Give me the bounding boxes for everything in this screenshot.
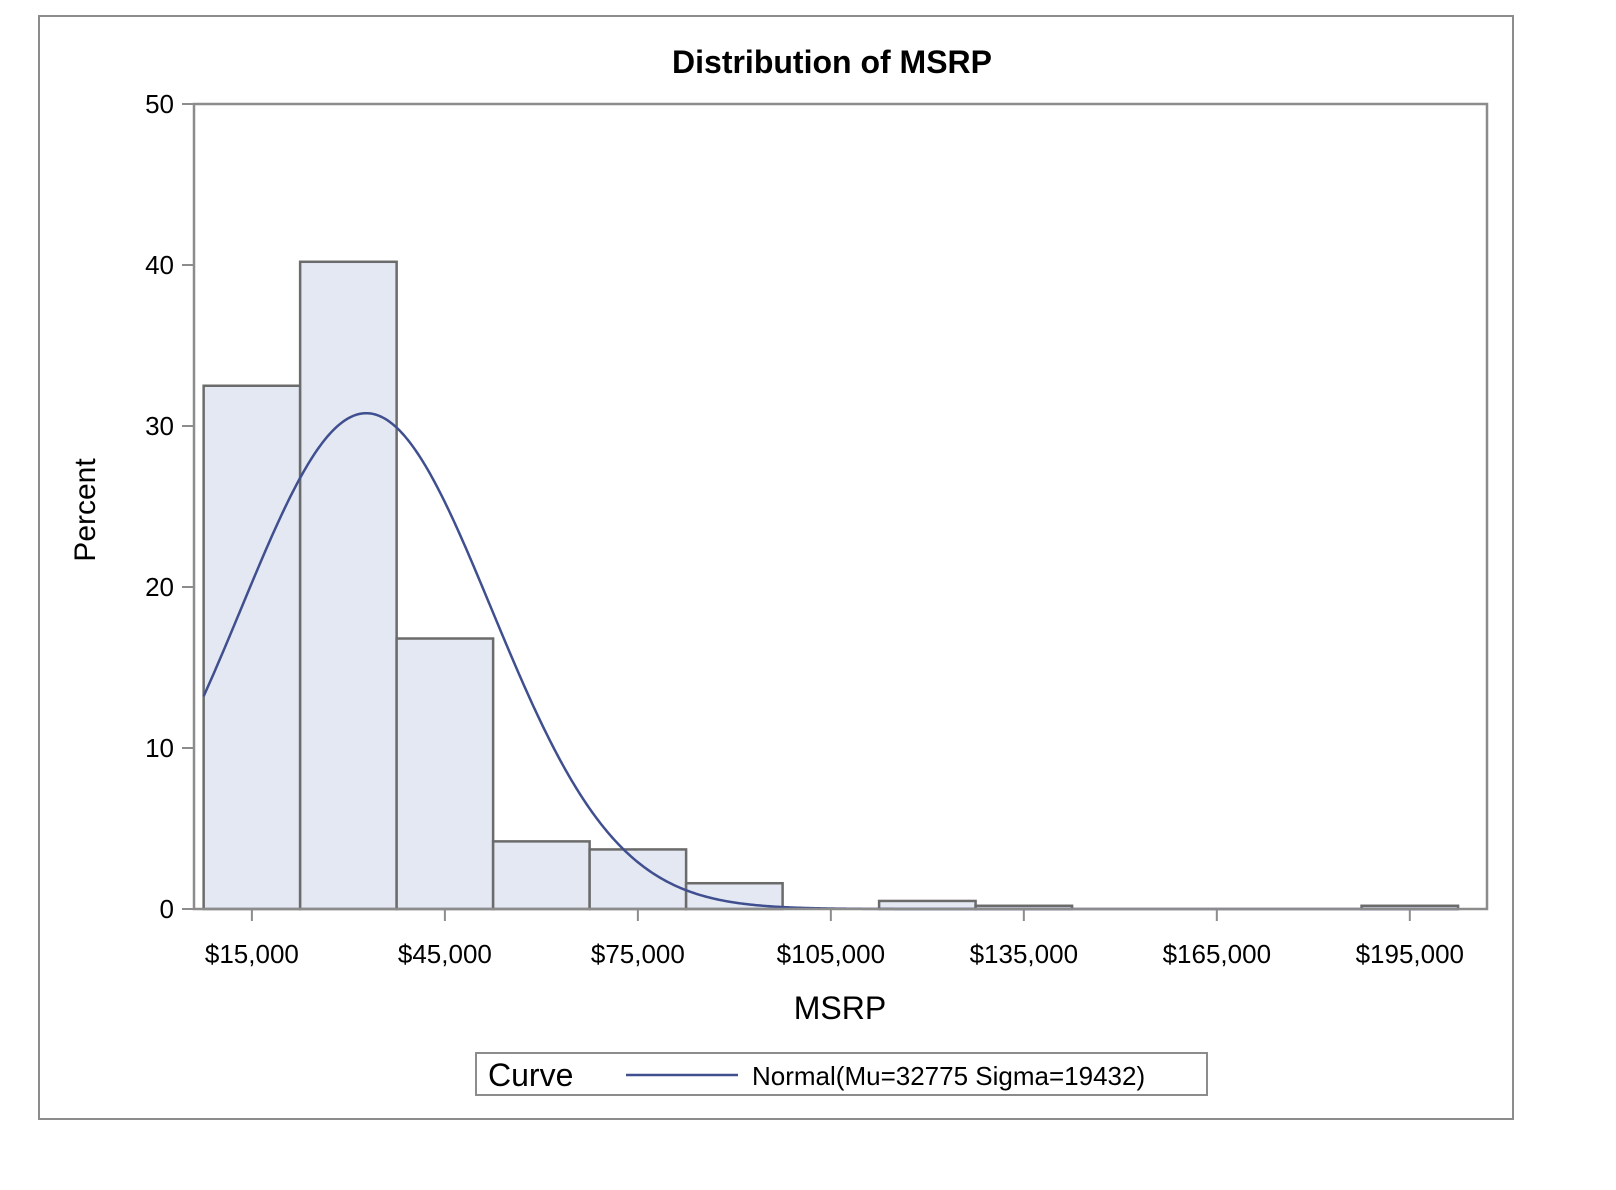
x-tick-label: $45,000 (398, 939, 492, 969)
x-axis: $15,000 $45,000 $75,000 $105,000 $135,000 $16… (205, 909, 1464, 969)
x-tick-label: $135,000 (970, 939, 1078, 969)
x-tick-label: $195,000 (1356, 939, 1464, 969)
y-tick-label: 20 (145, 572, 174, 602)
histogram-bar-2 (395, 637, 495, 911)
x-axis-label: MSRP (794, 990, 886, 1026)
histogram-bar-0 (202, 384, 302, 911)
y-axis-label: Percent (69, 458, 102, 562)
x-tick-label: $15,000 (205, 939, 299, 969)
histogram-bar-3 (491, 840, 591, 911)
y-tick-label: 50 (145, 89, 174, 119)
histogram-bar-1 (298, 260, 398, 911)
x-tick-label: $165,000 (1163, 939, 1271, 969)
legend-title: Curve (488, 1057, 573, 1093)
y-tick-label: 40 (145, 250, 174, 280)
histogram-bar-4 (588, 848, 688, 911)
y-axis: 0 10 20 30 40 50 (145, 89, 194, 924)
x-tick-label: $75,000 (591, 939, 685, 969)
y-tick-label: 10 (145, 733, 174, 763)
legend-box (475, 1052, 1208, 1096)
legend-entry: Normal(Mu=32775 Sigma=19432) (752, 1061, 1145, 1091)
plot-area (192, 102, 1489, 911)
legend: Curve Normal(Mu=32775 Sigma=19432) (475, 1052, 1208, 1096)
y-tick-label: 0 (160, 894, 174, 924)
x-tick-label: $105,000 (777, 939, 885, 969)
histogram-bars (202, 260, 1460, 911)
chart-title: Distribution of MSRP (672, 44, 992, 80)
y-tick-label: 30 (145, 411, 174, 441)
